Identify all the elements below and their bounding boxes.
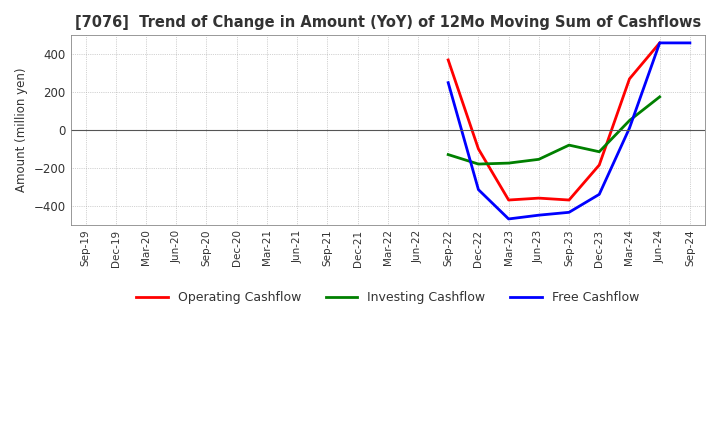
Operating Cashflow xyxy=(534,195,543,201)
Line: Investing Cashflow: Investing Cashflow xyxy=(448,97,660,164)
Investing Cashflow xyxy=(504,161,513,166)
Operating Cashflow xyxy=(444,57,452,62)
Investing Cashflow xyxy=(564,143,573,148)
Y-axis label: Amount (million yen): Amount (million yen) xyxy=(15,68,28,192)
Investing Cashflow xyxy=(444,152,452,157)
Free Cashflow xyxy=(504,216,513,222)
Operating Cashflow xyxy=(564,198,573,203)
Free Cashflow xyxy=(655,40,664,46)
Free Cashflow xyxy=(564,210,573,215)
Line: Operating Cashflow: Operating Cashflow xyxy=(448,43,660,200)
Free Cashflow xyxy=(474,187,482,192)
Operating Cashflow xyxy=(504,198,513,203)
Investing Cashflow xyxy=(625,118,634,123)
Free Cashflow xyxy=(444,80,452,85)
Free Cashflow xyxy=(625,125,634,131)
Title: [7076]  Trend of Change in Amount (YoY) of 12Mo Moving Sum of Cashflows: [7076] Trend of Change in Amount (YoY) o… xyxy=(75,15,701,30)
Free Cashflow xyxy=(534,213,543,218)
Investing Cashflow xyxy=(534,157,543,162)
Investing Cashflow xyxy=(474,161,482,167)
Free Cashflow xyxy=(595,192,603,197)
Free Cashflow xyxy=(685,40,694,46)
Operating Cashflow xyxy=(474,146,482,151)
Legend: Operating Cashflow, Investing Cashflow, Free Cashflow: Operating Cashflow, Investing Cashflow, … xyxy=(132,286,644,309)
Operating Cashflow xyxy=(655,40,664,46)
Investing Cashflow xyxy=(595,149,603,154)
Line: Free Cashflow: Free Cashflow xyxy=(448,43,690,219)
Operating Cashflow xyxy=(625,76,634,81)
Operating Cashflow xyxy=(595,162,603,168)
Investing Cashflow xyxy=(655,94,664,99)
